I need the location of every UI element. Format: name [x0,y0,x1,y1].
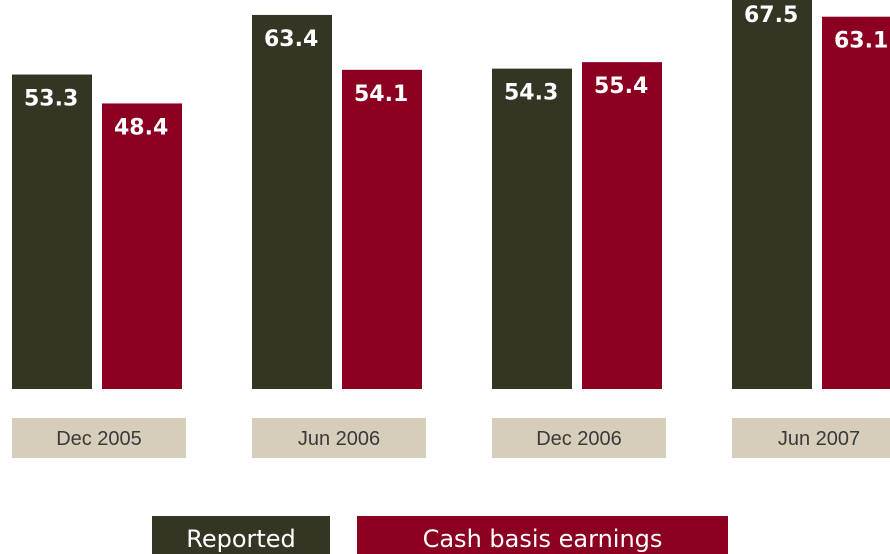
bar-value-label: 67.5 [744,3,798,28]
bar-value-label: 54.3 [504,81,558,106]
bar-reported-3 [732,0,812,389]
category-label: Jun 2006 [298,428,380,450]
bar-value-label: 63.4 [264,27,318,52]
bar-value-label: 53.3 [24,87,78,112]
category-label-box [12,418,186,458]
bar-value-label: 48.4 [114,115,168,140]
category-label-box [252,418,426,458]
bar-value-label: 63.1 [834,29,888,54]
legend-reported-label: Reported [186,525,296,553]
bar-value-label: 55.4 [594,74,648,99]
legend-cash-basis-swatch [357,516,728,554]
category-label-box [492,418,666,458]
bar-reported-1 [252,14,332,389]
bar-cash-basis-3 [822,16,890,390]
category-label-box [732,418,890,458]
bar-cash-basis-1 [342,69,422,389]
category-label: Dec 2005 [56,428,142,450]
bar-value-label: 54.1 [354,82,408,107]
bar-reported-2 [492,68,572,389]
bar-cash-basis-2 [582,62,662,389]
bar-cash-basis-0 [102,103,182,389]
category-label: Dec 2006 [536,428,622,450]
legend-cash-basis-label: Cash basis earnings [423,525,663,553]
category-label: Jun 2007 [778,428,860,450]
legend-reported-swatch [152,516,330,554]
bar-reported-0 [12,74,92,389]
